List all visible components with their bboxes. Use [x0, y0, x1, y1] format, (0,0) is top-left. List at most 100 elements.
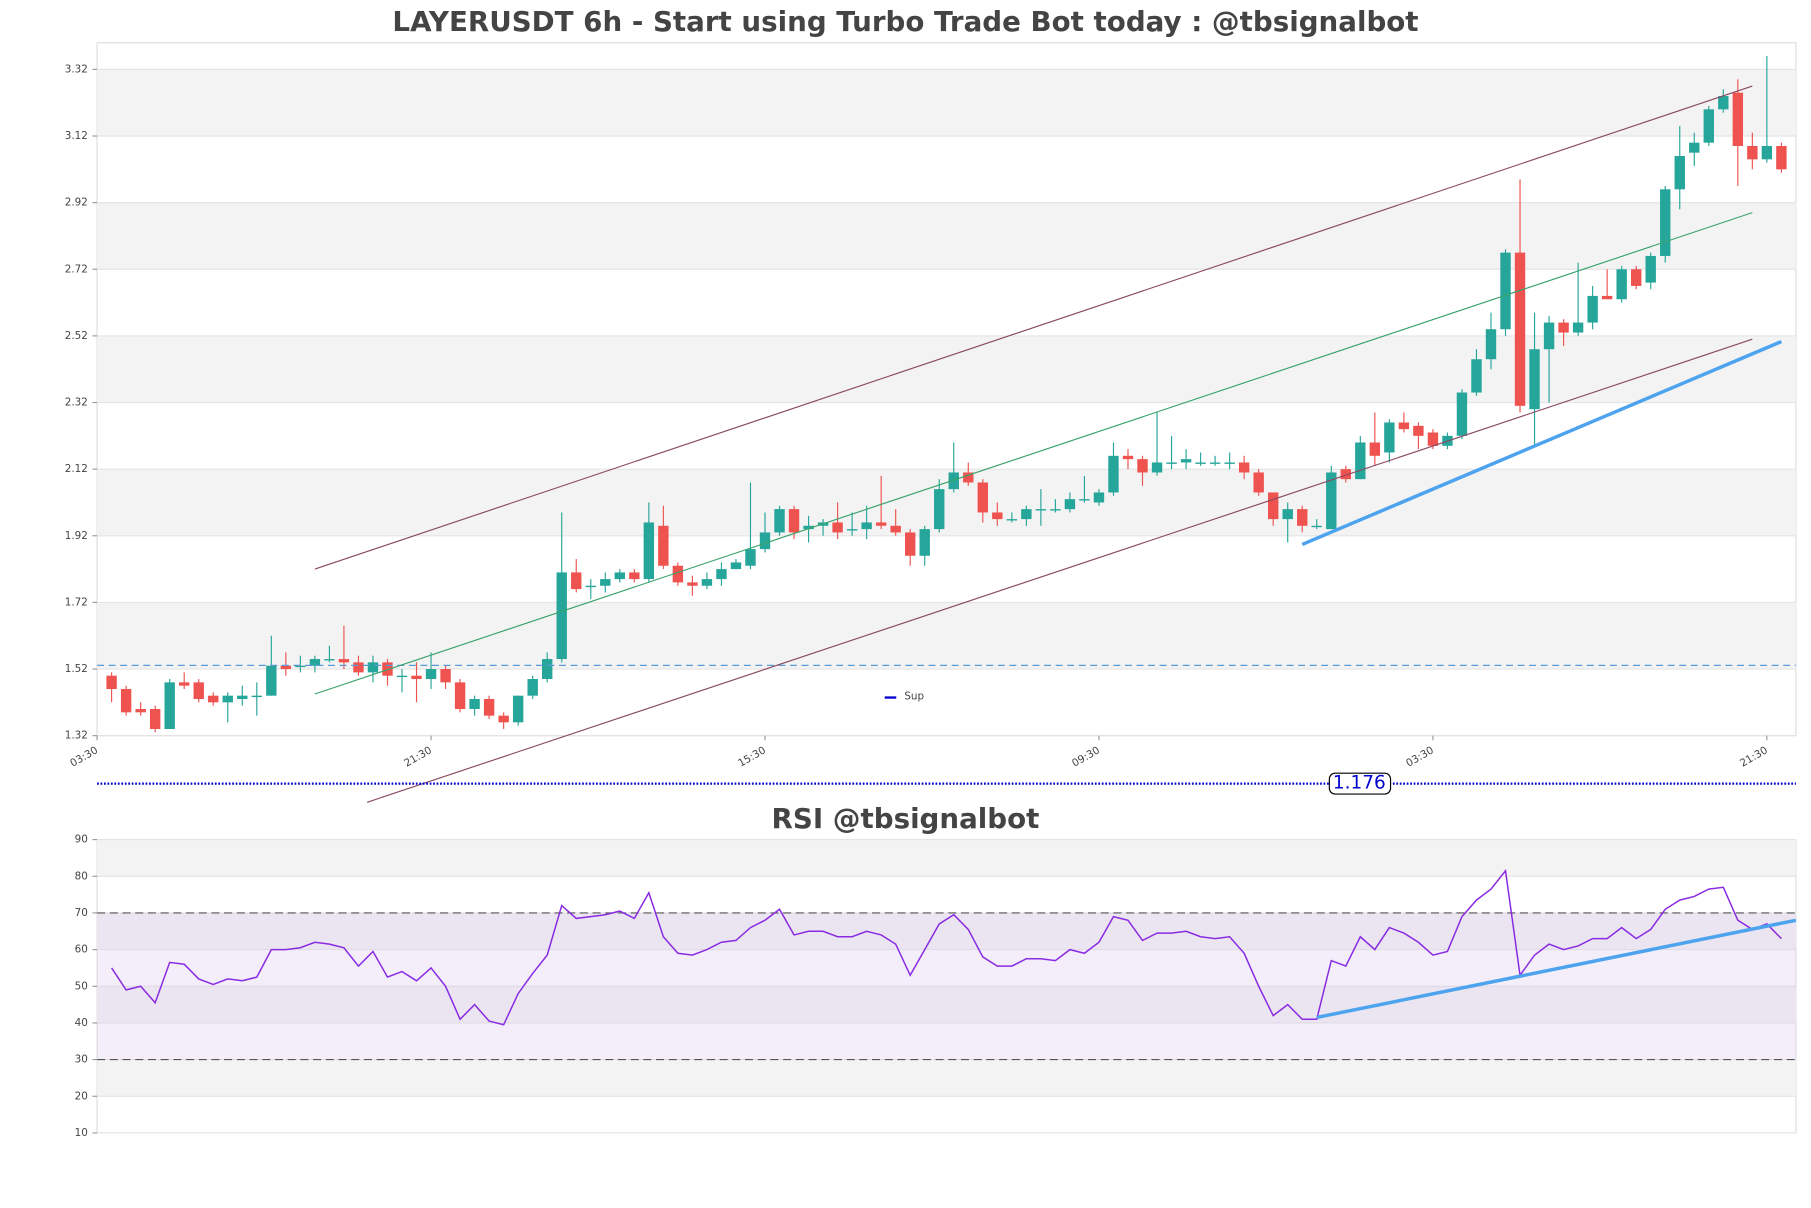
candle-body	[875, 522, 887, 526]
grid-band	[97, 986, 1796, 1023]
candle-body	[411, 675, 422, 680]
candle-body	[1326, 472, 1337, 530]
y-tick-label: 2.32	[65, 397, 88, 409]
candle-body	[1776, 146, 1787, 170]
candle-body	[1616, 269, 1627, 300]
candle-body	[977, 482, 988, 513]
candle-body	[963, 472, 974, 483]
y-tick-label: 60	[75, 944, 88, 956]
y-tick-label: 1.72	[65, 596, 88, 608]
candle-body	[280, 665, 292, 670]
candle-body	[1369, 442, 1381, 456]
candle-body	[1224, 462, 1235, 464]
y-tick-label: 10	[75, 1127, 88, 1139]
candle-body	[382, 662, 393, 676]
candle-body	[1413, 425, 1424, 436]
y-tick-label: 70	[75, 907, 88, 919]
candle-body	[1384, 422, 1395, 453]
y-tick-label: 2.52	[65, 330, 88, 342]
grid-band	[97, 602, 1796, 670]
candle-body	[861, 522, 872, 530]
candle-body	[120, 689, 132, 713]
trend-line	[314, 212, 1753, 695]
candle-body	[1108, 455, 1119, 493]
candle-body	[1050, 509, 1061, 511]
candle-body	[1035, 509, 1047, 511]
candle-body	[1674, 155, 1685, 190]
support-label: 1.176	[1333, 773, 1386, 794]
candle-body	[1500, 252, 1511, 330]
candle-body	[1297, 509, 1308, 526]
candle-body	[1079, 499, 1090, 501]
y-tick-label: 20	[75, 1090, 88, 1102]
candle-body	[353, 662, 364, 673]
trend-line	[1316, 918, 1797, 1020]
candle-body	[324, 659, 335, 661]
y-tick-label: 2.72	[65, 263, 88, 275]
candle-body	[687, 582, 698, 586]
candle-body	[1485, 329, 1497, 360]
candle-body	[193, 682, 204, 700]
candle-body	[992, 512, 1003, 520]
chart-title: LAYERUSDT 6h - Start using Turbo Trade B…	[392, 5, 1418, 38]
candle-body	[338, 659, 350, 663]
candle-body	[1195, 462, 1206, 464]
candle-body	[585, 585, 596, 588]
candle-body	[1427, 432, 1439, 446]
candle-body	[1587, 295, 1598, 323]
candle-body	[1340, 469, 1351, 480]
candle-body	[672, 565, 684, 583]
candle-body	[614, 572, 625, 580]
grid-band	[97, 335, 1796, 403]
candle-body	[1137, 459, 1148, 473]
candle-body	[367, 662, 379, 673]
candle-body	[1514, 252, 1526, 406]
candle-body	[1180, 459, 1192, 463]
candle-body	[1209, 462, 1221, 464]
candle-body	[658, 525, 669, 566]
candle-body	[440, 669, 451, 683]
candle-body	[1732, 92, 1744, 147]
candle-body	[1660, 189, 1671, 256]
candle-body	[701, 579, 713, 586]
candle-body	[905, 532, 916, 556]
candle-body	[774, 509, 785, 533]
candle-body	[1747, 146, 1758, 160]
candle-body	[745, 549, 756, 566]
candle-body	[1238, 462, 1250, 473]
y-tick-label: 2.92	[65, 197, 88, 209]
candle-body	[164, 682, 175, 729]
y-tick-label: 30	[75, 1054, 88, 1066]
candle-body	[309, 659, 321, 666]
trend-line	[366, 338, 1753, 803]
candle-body	[1572, 322, 1584, 333]
candle-body	[222, 695, 233, 703]
support-label-box	[1328, 772, 1392, 795]
candle-body	[1267, 492, 1279, 520]
candle-body	[556, 572, 567, 660]
candle-body	[454, 682, 466, 710]
candle-body	[1151, 462, 1163, 473]
candle-body	[1689, 142, 1700, 153]
trend-line	[1301, 339, 1783, 547]
rsi-zone	[97, 912, 1796, 1060]
candle-body	[135, 709, 146, 713]
candle-body	[716, 569, 727, 580]
candle-body	[237, 695, 248, 700]
y-tick-label: 3.32	[65, 63, 88, 75]
trend-line	[314, 85, 1753, 570]
y-tick-label: 2.12	[65, 463, 88, 475]
candle-body	[1601, 295, 1613, 300]
candle-body	[469, 699, 480, 710]
candle-body	[1021, 509, 1032, 520]
grid-band	[97, 469, 1796, 536]
grid-band	[97, 839, 1796, 877]
candle-body	[730, 562, 742, 570]
grid-band	[97, 202, 1796, 270]
candle-body	[208, 695, 219, 703]
candle-body	[483, 699, 495, 716]
candle-body	[1703, 109, 1714, 143]
candle-body	[1543, 322, 1555, 350]
candle-body	[251, 695, 263, 698]
candle-body	[1253, 472, 1264, 493]
